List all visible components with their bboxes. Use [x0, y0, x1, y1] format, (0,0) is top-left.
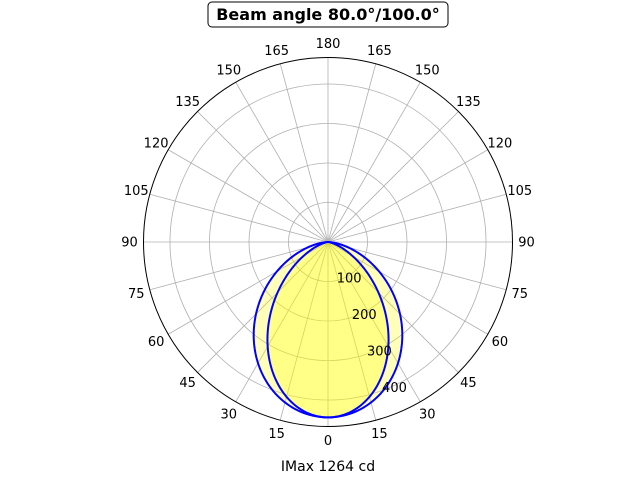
angular-tick-label: 45 [460, 376, 477, 391]
angular-tick-label: 0 [324, 434, 332, 449]
angular-gridline [197, 241, 329, 373]
angular-gridline [279, 241, 329, 421]
angular-gridline [327, 193, 507, 243]
angular-gridline [149, 241, 329, 291]
radial-tick-label: 200 [352, 308, 377, 323]
angular-tick-label: 45 [179, 376, 196, 391]
angular-gridline [279, 63, 329, 243]
angular-gridline [327, 241, 421, 402]
x-axis-label: IMax 1264 cd [281, 459, 375, 475]
angular-tick-label: 120 [487, 136, 512, 151]
angular-tick-label: 90 [121, 236, 138, 251]
angular-tick-label: 150 [216, 64, 241, 79]
angular-gridline [168, 149, 329, 243]
angular-gridline [327, 82, 421, 243]
angular-gridline [327, 241, 459, 373]
angular-tick-label: 75 [511, 287, 528, 302]
intensity-fill [253, 242, 403, 418]
angular-tick-label: 120 [144, 136, 169, 151]
angular-tick-label: 180 [316, 37, 341, 52]
angular-gridline [327, 111, 459, 243]
radial-tick-label: 300 [367, 345, 392, 360]
angular-gridline [327, 149, 488, 243]
angular-tick-label: 135 [175, 95, 200, 110]
angular-tick-label: 135 [456, 95, 481, 110]
angular-tick-label: 60 [148, 335, 165, 350]
angular-tick-label: 75 [128, 287, 145, 302]
angular-tick-label: 15 [268, 427, 285, 442]
radial-tick-label: 400 [382, 381, 407, 396]
angular-tick-label: 105 [124, 184, 149, 199]
angular-tick-label: 30 [220, 407, 237, 422]
angular-tick-label: 165 [367, 44, 392, 59]
angular-gridline [197, 111, 329, 243]
angular-tick-label: 105 [507, 184, 532, 199]
polar-frame [143, 57, 513, 427]
radial-tick-label: 100 [337, 272, 362, 287]
angular-tick-label: 90 [518, 236, 535, 251]
angular-gridline [327, 241, 377, 421]
angular-tick-label: 30 [419, 407, 436, 422]
angular-gridline [149, 193, 329, 243]
angular-tick-label: 165 [264, 44, 289, 59]
angular-tick-label: 150 [415, 64, 440, 79]
angular-tick-label: 60 [492, 335, 509, 350]
angular-gridline [235, 241, 329, 402]
chart-title: Beam angle 80.0°/100.0° [216, 5, 440, 24]
angular-gridline [327, 241, 507, 291]
intensity-curve [266, 241, 390, 419]
angular-tick-label: 15 [371, 427, 388, 442]
angular-gridline [235, 82, 329, 243]
title-box [207, 1, 449, 28]
angular-gridline [327, 63, 377, 243]
intensity-fill [267, 242, 389, 418]
